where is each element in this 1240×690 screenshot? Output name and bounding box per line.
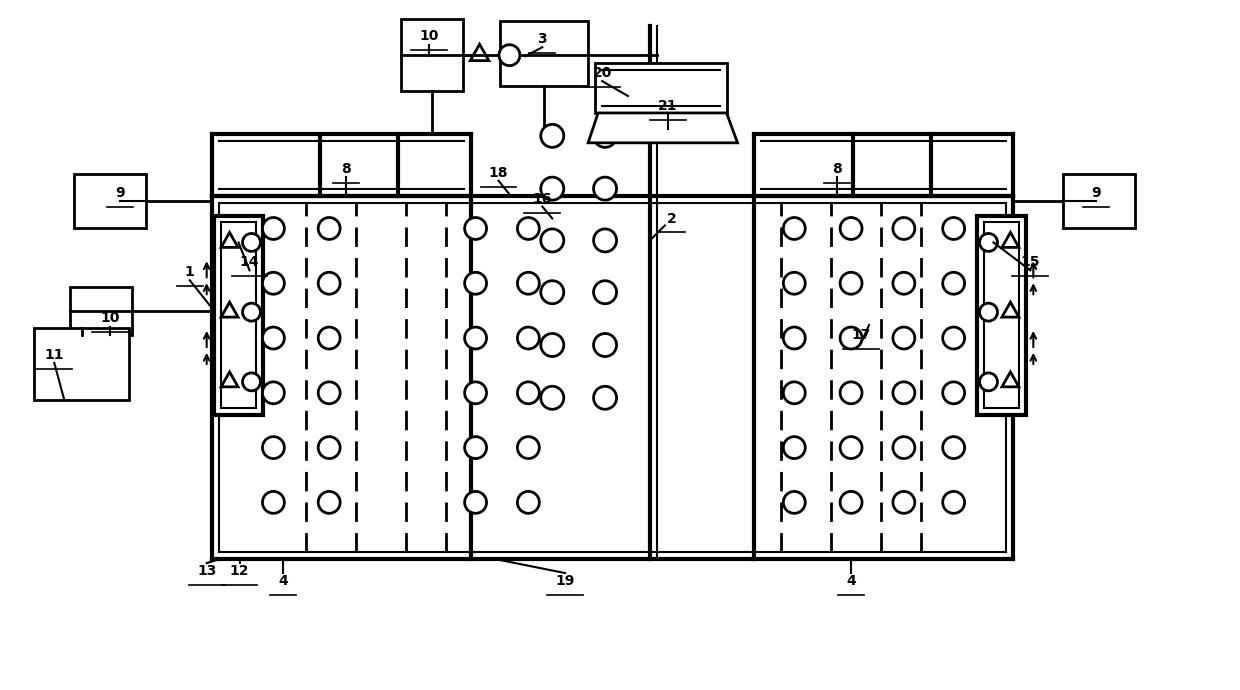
Polygon shape	[588, 113, 738, 143]
Circle shape	[319, 491, 340, 513]
Text: 21: 21	[658, 99, 677, 113]
Circle shape	[594, 229, 616, 252]
Text: 9: 9	[1091, 186, 1101, 199]
Circle shape	[893, 491, 915, 513]
Circle shape	[893, 437, 915, 459]
Bar	[977, 215, 1027, 415]
Text: 17: 17	[852, 328, 870, 342]
Text: 20: 20	[593, 66, 611, 80]
Text: 4: 4	[846, 574, 856, 588]
Circle shape	[841, 491, 862, 513]
Circle shape	[942, 217, 965, 239]
Bar	[74, 174, 146, 228]
Circle shape	[893, 327, 915, 349]
Circle shape	[517, 382, 539, 404]
Circle shape	[465, 273, 486, 294]
Text: 15: 15	[1021, 255, 1040, 269]
Circle shape	[594, 386, 616, 409]
Circle shape	[243, 303, 260, 321]
Text: 4: 4	[279, 574, 288, 588]
Text: 2: 2	[667, 212, 677, 226]
Circle shape	[942, 273, 965, 294]
Circle shape	[319, 273, 340, 294]
Circle shape	[841, 327, 862, 349]
Circle shape	[841, 437, 862, 459]
Circle shape	[541, 386, 564, 409]
Bar	[71, 287, 131, 335]
Text: 19: 19	[556, 574, 575, 588]
Circle shape	[980, 373, 997, 391]
Circle shape	[942, 437, 965, 459]
Circle shape	[263, 491, 284, 513]
Circle shape	[263, 273, 284, 294]
Circle shape	[594, 177, 616, 200]
Bar	[501, 21, 588, 86]
Circle shape	[243, 233, 260, 251]
Circle shape	[893, 382, 915, 404]
Circle shape	[942, 327, 965, 349]
Circle shape	[594, 281, 616, 304]
Text: 9: 9	[115, 186, 125, 199]
Circle shape	[541, 177, 564, 200]
Text: 10: 10	[100, 311, 120, 325]
Circle shape	[263, 382, 284, 404]
Circle shape	[465, 327, 486, 349]
Bar	[1063, 174, 1135, 228]
Circle shape	[517, 437, 539, 459]
Text: 3: 3	[537, 32, 547, 46]
Circle shape	[942, 382, 965, 404]
Bar	[595, 63, 727, 113]
Text: 1: 1	[185, 265, 195, 279]
Text: 14: 14	[239, 255, 259, 269]
Circle shape	[319, 217, 340, 239]
Circle shape	[980, 233, 997, 251]
Circle shape	[319, 437, 340, 459]
Text: 13: 13	[197, 564, 216, 578]
Circle shape	[517, 327, 539, 349]
Text: 11: 11	[45, 348, 64, 362]
Circle shape	[465, 217, 486, 239]
Circle shape	[263, 327, 284, 349]
Text: 18: 18	[489, 166, 508, 179]
Text: 10: 10	[419, 29, 439, 43]
Circle shape	[465, 491, 486, 513]
Circle shape	[498, 45, 520, 66]
Text: 16: 16	[533, 192, 552, 206]
Circle shape	[541, 333, 564, 357]
Bar	[35, 328, 129, 400]
Bar	[401, 19, 463, 91]
Circle shape	[893, 217, 915, 239]
Circle shape	[263, 217, 284, 239]
Circle shape	[784, 273, 805, 294]
Circle shape	[263, 437, 284, 459]
Text: 12: 12	[229, 564, 249, 578]
Circle shape	[841, 273, 862, 294]
Circle shape	[465, 382, 486, 404]
Circle shape	[243, 373, 260, 391]
Circle shape	[517, 217, 539, 239]
Circle shape	[465, 437, 486, 459]
Circle shape	[541, 281, 564, 304]
Circle shape	[942, 491, 965, 513]
Circle shape	[784, 217, 805, 239]
Circle shape	[594, 333, 616, 357]
Circle shape	[893, 273, 915, 294]
Bar	[213, 215, 263, 415]
Circle shape	[784, 327, 805, 349]
Circle shape	[517, 273, 539, 294]
Circle shape	[841, 217, 862, 239]
Circle shape	[319, 327, 340, 349]
Circle shape	[517, 491, 539, 513]
Circle shape	[980, 303, 997, 321]
Circle shape	[541, 229, 564, 252]
Text: 8: 8	[832, 161, 842, 176]
Circle shape	[784, 382, 805, 404]
Circle shape	[841, 382, 862, 404]
Text: 8: 8	[341, 161, 351, 176]
Circle shape	[541, 124, 564, 148]
Circle shape	[784, 437, 805, 459]
Circle shape	[594, 124, 616, 148]
Circle shape	[784, 491, 805, 513]
Circle shape	[319, 382, 340, 404]
